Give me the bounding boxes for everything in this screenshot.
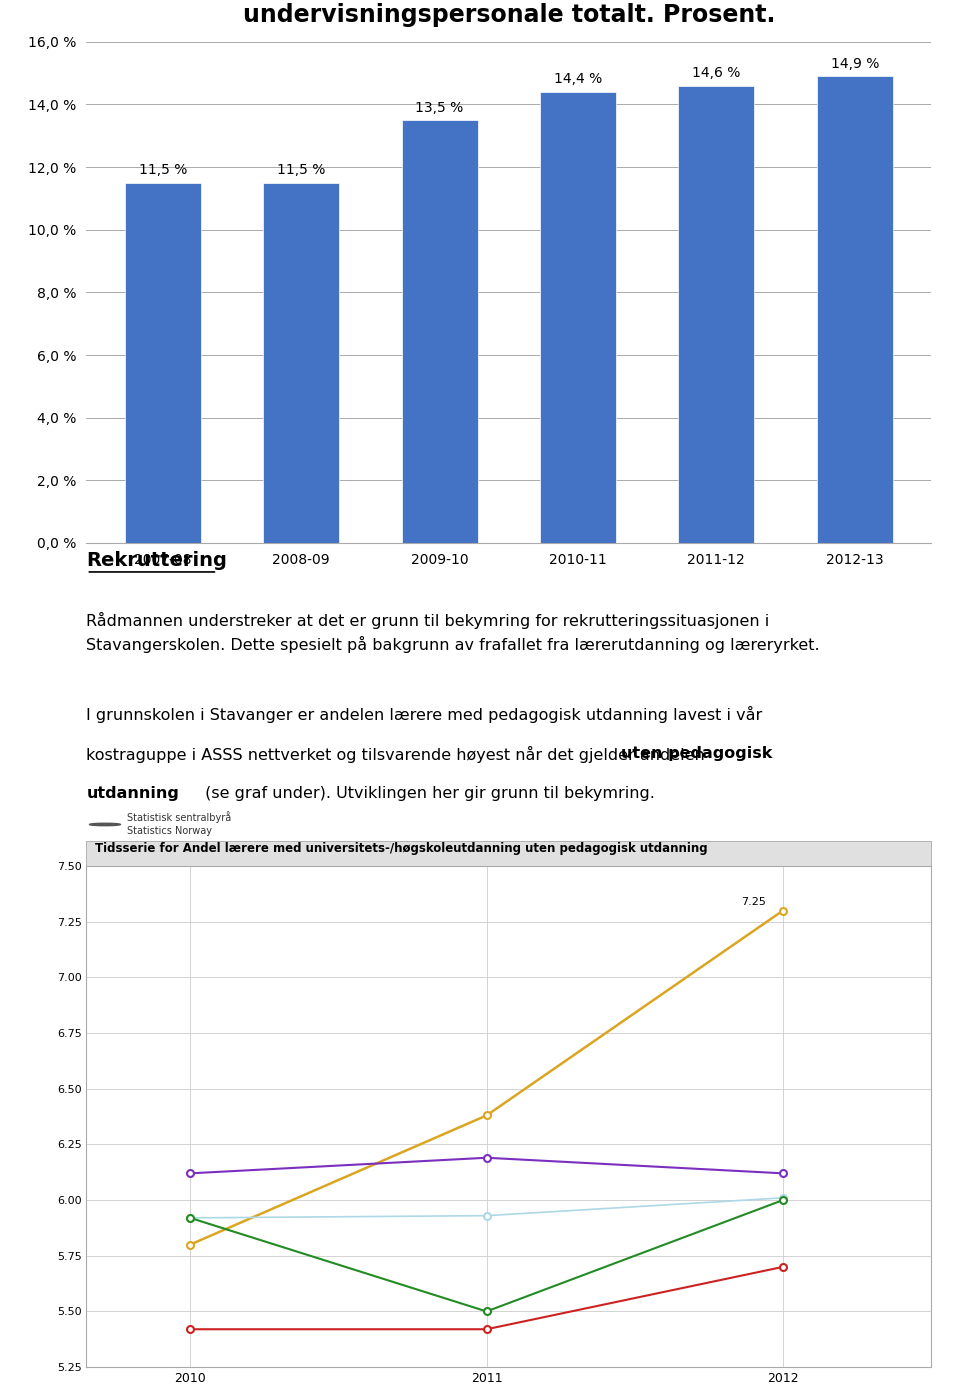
Text: kostraguppe i ASSS nettverket og tilsvarende høyest når det gjelder andelen: kostraguppe i ASSS nettverket og tilsvar… [86,746,710,763]
Text: uten pedagogisk: uten pedagogisk [621,746,773,762]
Text: 11,5 %: 11,5 % [277,163,325,177]
Bar [125,183,201,543]
Text: Tidsserie for Andel lærere med universitets-/høgskoleutdanning uten pedagogisk u: Tidsserie for Andel lærere med universit… [95,841,708,855]
Text: (se graf under). Utviklingen her gir grunn til bekymring.: (se graf under). Utviklingen her gir gru… [201,785,656,801]
Text: 13,5 %: 13,5 % [416,100,464,114]
Text: Rekruttering: Rekruttering [86,551,228,569]
Text: 11,5 %: 11,5 % [138,163,187,177]
Text: 7.25: 7.25 [741,897,766,907]
Text: Statistisk sentralbyrå
Statistics Norway: Statistisk sentralbyrå Statistics Norway [127,812,231,836]
Title: Adm.årsv. som andel av årsverk til
undervisningspersonale totalt. Prosent.: Adm.årsv. som andel av årsverk til under… [243,0,775,28]
Text: 14,6 %: 14,6 % [692,66,740,80]
Bar [401,120,478,543]
Bar [540,92,616,543]
Bar [679,85,755,543]
Bar [817,77,893,543]
Text: I grunnskolen i Stavanger er andelen lærere med pedagogisk utdanning lavest i vå: I grunnskolen i Stavanger er andelen lær… [86,706,762,724]
FancyBboxPatch shape [86,841,931,866]
Text: 14,9 %: 14,9 % [830,57,879,71]
Bar [263,183,339,543]
Text: 14,4 %: 14,4 % [554,73,602,86]
Text: utdanning: utdanning [86,785,180,801]
Text: Rådmannen understreker at det er grunn til bekymring for rekrutteringssituasjone: Rådmannen understreker at det er grunn t… [86,611,820,653]
